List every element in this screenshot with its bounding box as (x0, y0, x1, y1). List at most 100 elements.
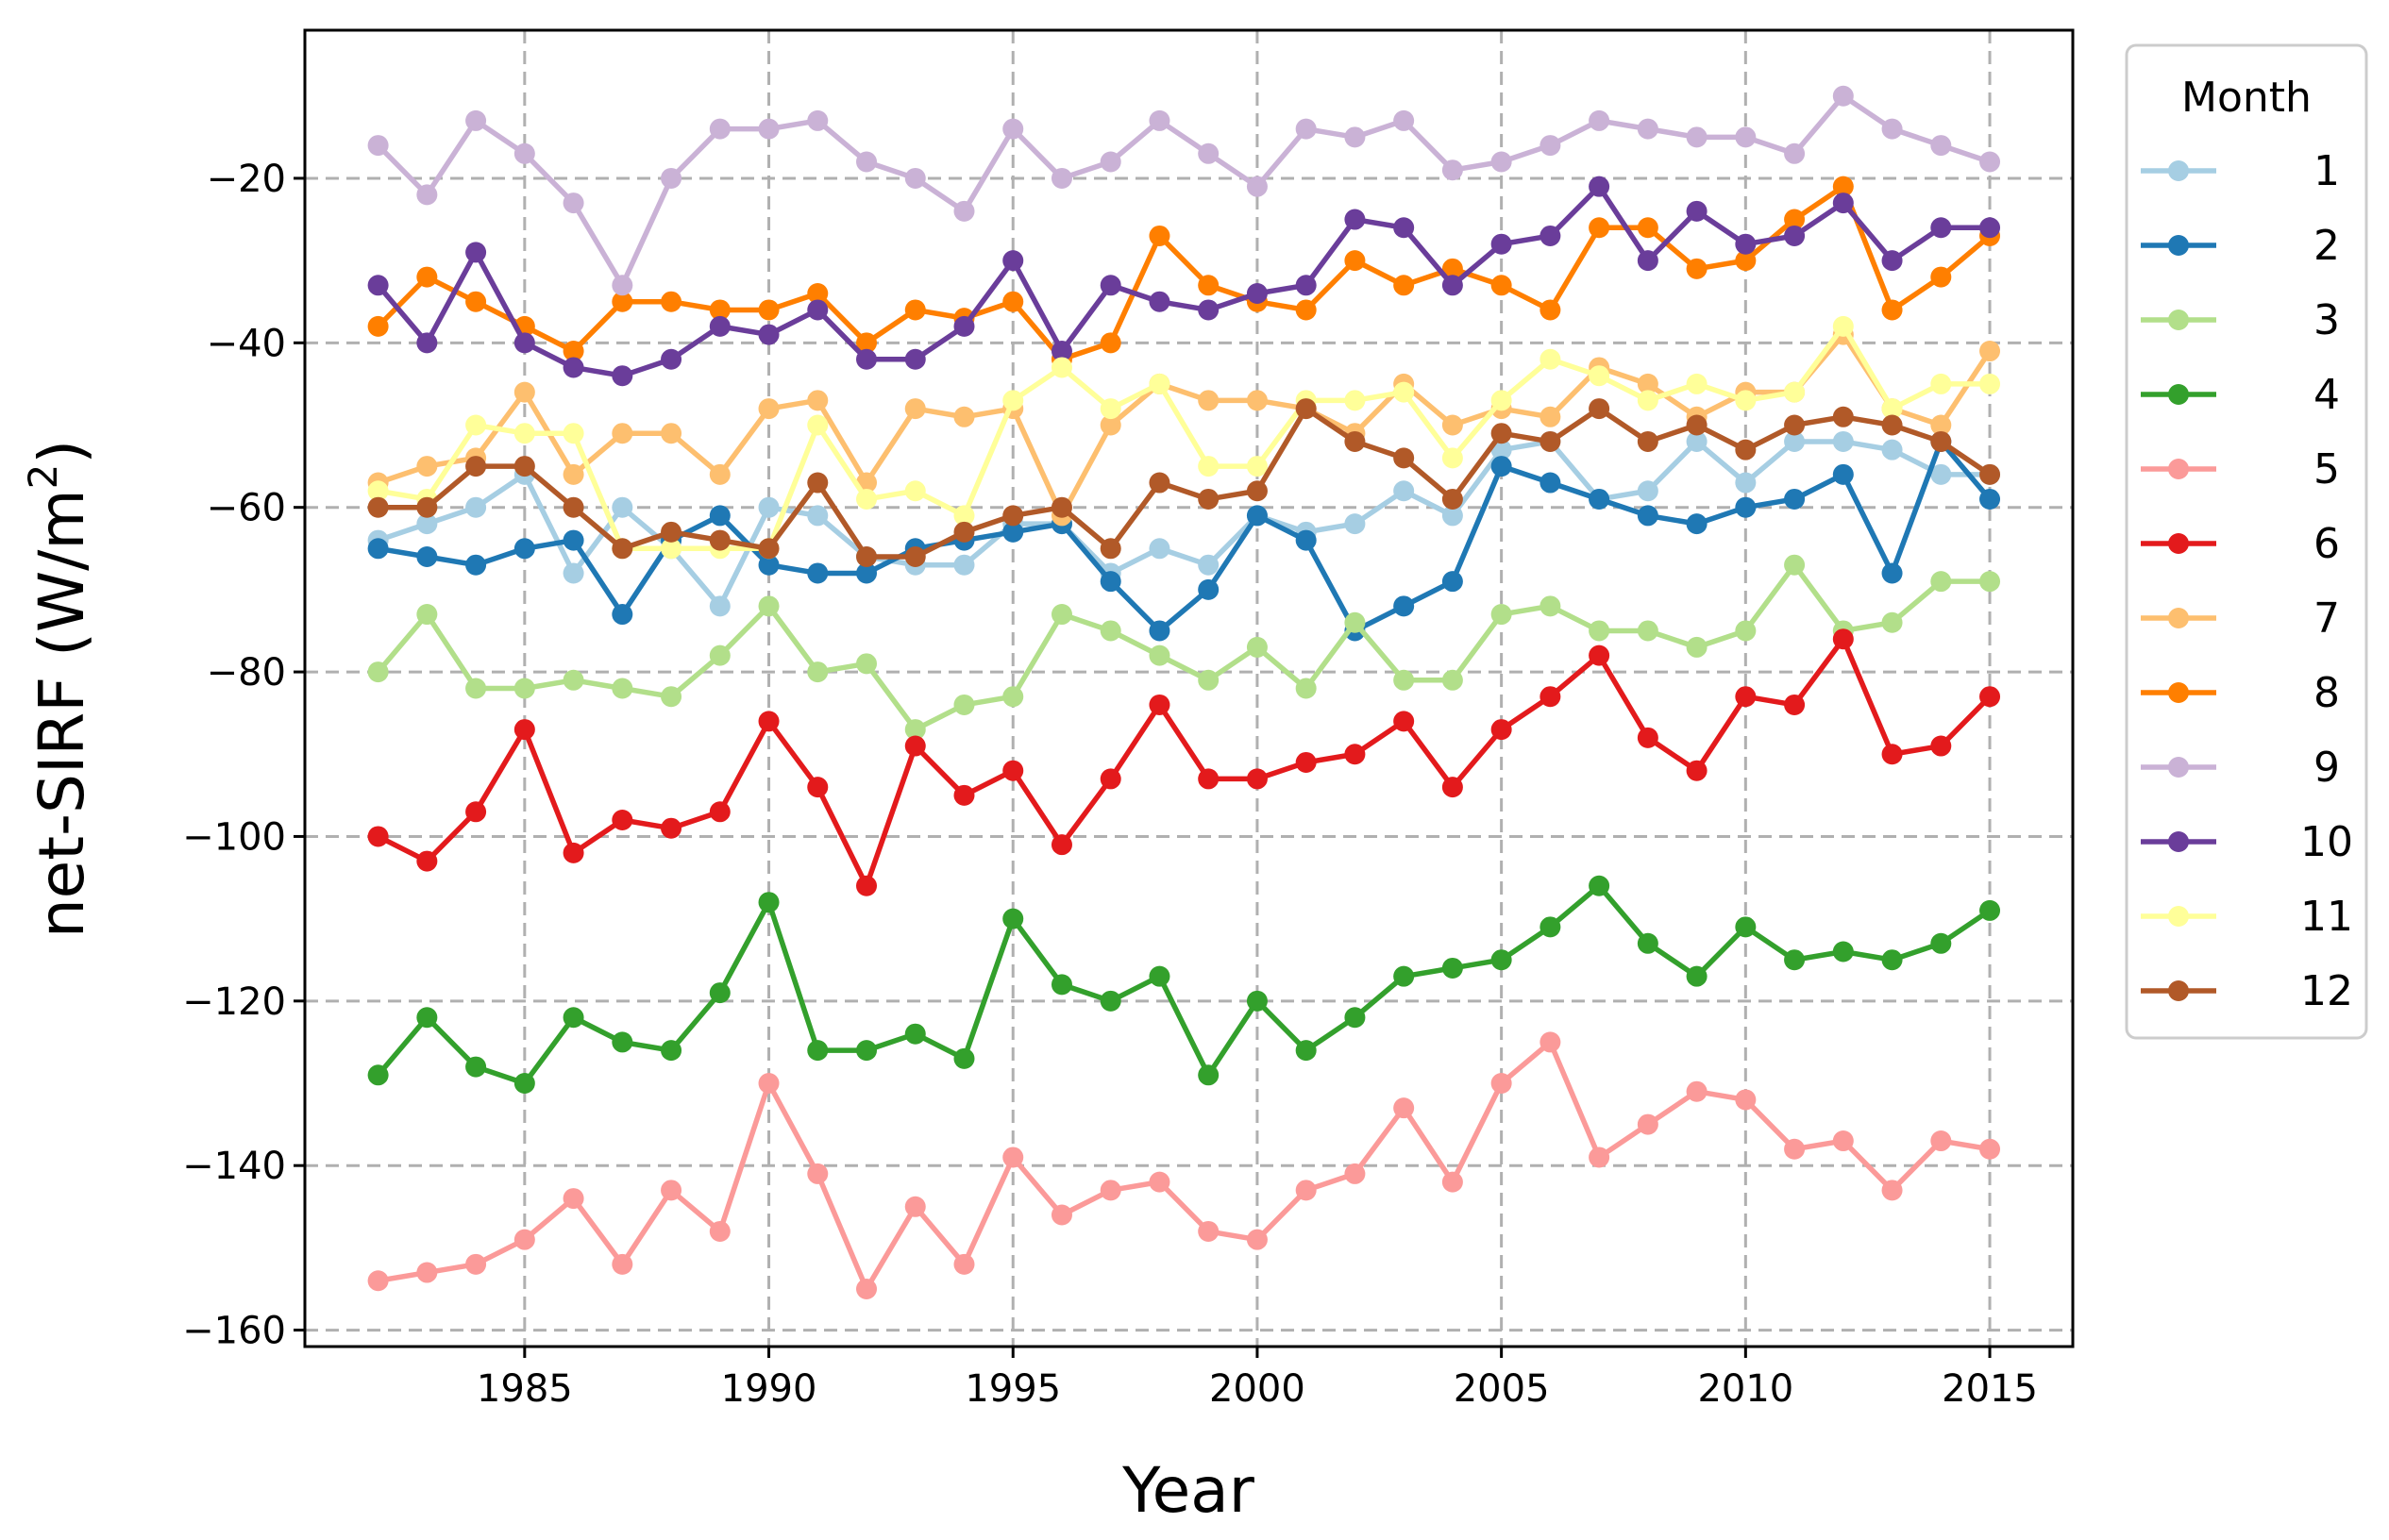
data-point (1930, 735, 1952, 757)
data-point (465, 1056, 487, 1078)
data-point (1344, 513, 1366, 535)
data-point (1002, 1147, 1024, 1168)
data-point (1637, 480, 1658, 502)
y-axis: −160 −140 −120 −100 −80 −60 −40 −20 (182, 158, 305, 1353)
data-point (807, 472, 829, 494)
data-point (1637, 727, 1658, 748)
y-axis-title-close: ) (25, 440, 98, 464)
data-point (513, 719, 535, 741)
data-point (1832, 315, 1854, 337)
data-point (758, 595, 780, 617)
data-point (1100, 275, 1121, 296)
data-point (1735, 126, 1757, 148)
data-point (1539, 1031, 1561, 1053)
data-point (1002, 390, 1024, 411)
data-point (856, 332, 878, 354)
legend-item-5: 5 (2141, 445, 2340, 494)
data-point (563, 529, 584, 551)
series-line (376, 883, 1992, 1086)
data-point (807, 109, 829, 131)
data-point (563, 357, 584, 378)
data-point (807, 1040, 829, 1062)
data-point (1637, 1113, 1658, 1135)
series-line (377, 331, 1993, 519)
data-point (1589, 217, 1610, 239)
data-point (953, 521, 975, 543)
data-point (1490, 604, 1512, 626)
data-point (1930, 1130, 1952, 1152)
data-point (1784, 554, 1806, 576)
data-point (709, 801, 731, 823)
plot-frame (303, 28, 2075, 1348)
data-point (1149, 1171, 1170, 1193)
data-point (367, 661, 389, 683)
data-point (1246, 390, 1268, 411)
data-point (1393, 595, 1415, 617)
data-point (1051, 974, 1072, 996)
data-point (1100, 151, 1121, 173)
data-point (1246, 636, 1268, 658)
data-point (1051, 1204, 1072, 1226)
data-point (1100, 768, 1121, 790)
data-point (1393, 669, 1415, 691)
legend-label: 10 (2300, 818, 2353, 866)
data-point (1246, 505, 1268, 527)
series-line (376, 183, 1991, 378)
data-point (904, 719, 926, 741)
data-point (416, 1262, 438, 1283)
data-point (1198, 669, 1220, 691)
data-point (1735, 233, 1757, 255)
series-line (378, 439, 1993, 634)
x-tick-label: 2010 (1697, 1367, 1793, 1411)
y-tick-label: −40 (207, 322, 286, 365)
data-point (1881, 118, 1903, 140)
data-point (513, 538, 535, 560)
y-tick-label: −100 (182, 815, 286, 859)
y-axis-title-main: net-SIRF (W/m (25, 489, 98, 938)
data-point (1051, 167, 1072, 189)
data-point (1246, 990, 1268, 1012)
legend-item-11: 11 (2141, 893, 2353, 941)
data-point (1002, 118, 1024, 140)
data-point (1979, 1138, 2001, 1160)
legend-swatch-marker (2168, 906, 2189, 927)
data-point (856, 1278, 878, 1299)
legend-label: 1 (2313, 147, 2340, 195)
data-point (758, 1073, 780, 1094)
data-point (513, 332, 535, 354)
data-point (1589, 488, 1610, 510)
data-point (661, 1180, 682, 1201)
data-point (1490, 151, 1512, 173)
data-point (807, 562, 829, 584)
y-tick-label: −60 (207, 487, 286, 530)
data-point (416, 604, 438, 626)
data-point (904, 299, 926, 321)
data-point (1441, 957, 1463, 979)
data-point (1051, 834, 1072, 856)
data-point (1295, 299, 1317, 321)
data-point (1100, 332, 1121, 354)
data-point (904, 546, 926, 567)
data-point (1539, 225, 1561, 246)
series-month-5 (367, 1031, 2001, 1299)
data-point (367, 496, 389, 518)
legend-label: 12 (2300, 967, 2353, 1015)
data-point (1393, 1097, 1415, 1119)
data-point (709, 463, 731, 485)
data-point (1784, 209, 1806, 230)
data-point (1686, 126, 1708, 148)
data-point (758, 711, 780, 732)
data-point (1149, 965, 1170, 987)
data-point (1246, 480, 1268, 502)
data-point (1539, 595, 1561, 617)
data-point (1637, 118, 1658, 140)
data-point (367, 538, 389, 560)
data-point (758, 299, 780, 321)
data-point (1539, 916, 1561, 938)
data-point (758, 496, 780, 518)
legend-item-2: 2 (2141, 222, 2340, 270)
data-point (1393, 381, 1415, 403)
data-point (758, 118, 780, 140)
data-point (1832, 192, 1854, 214)
data-point (513, 381, 535, 403)
